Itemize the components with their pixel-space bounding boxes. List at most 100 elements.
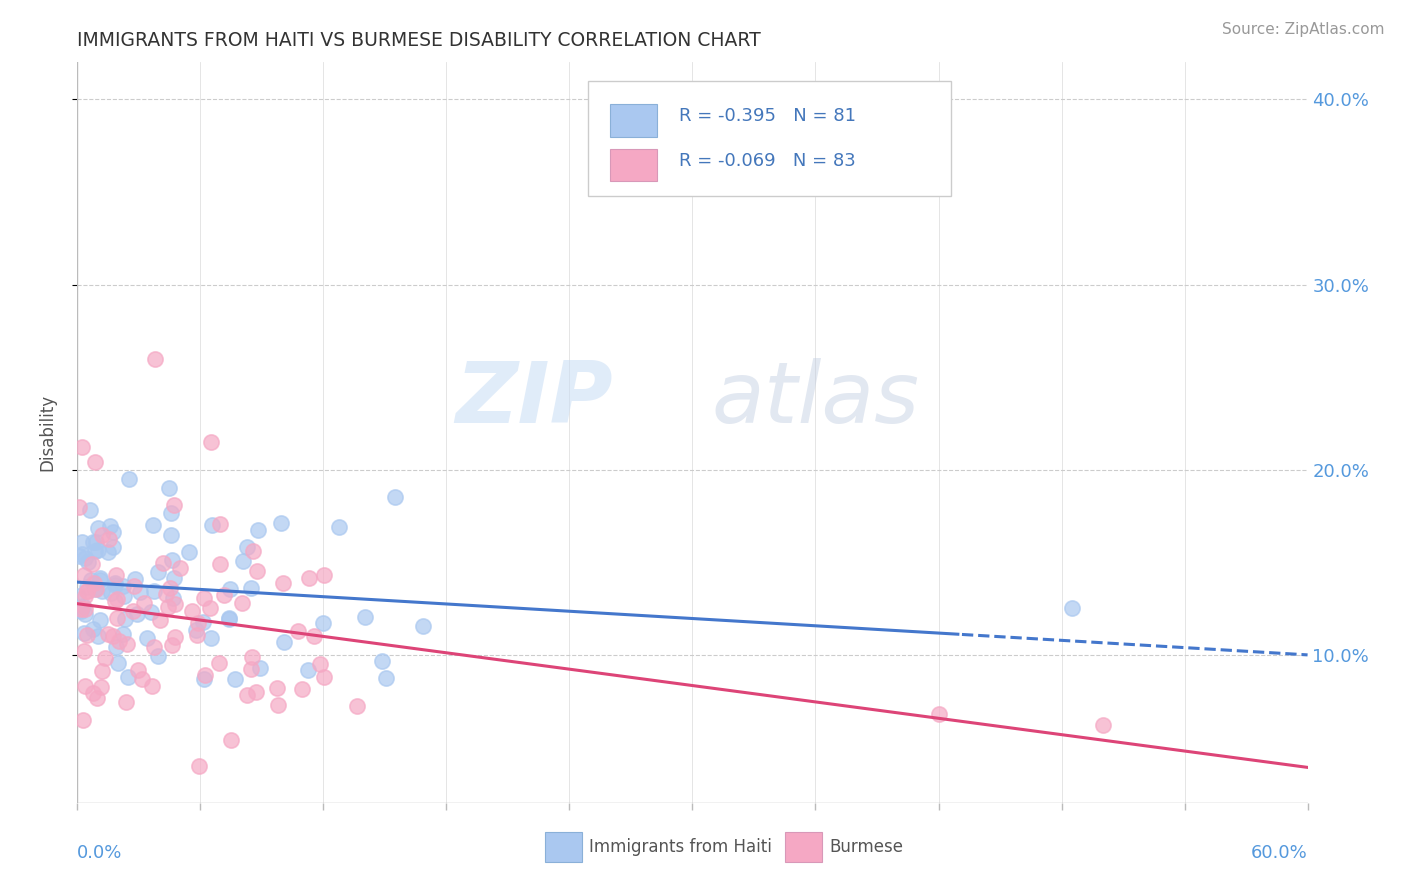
- Point: [160, 528, 183, 542]
- Point: [82, 685, 104, 699]
- Point: [193, 672, 215, 686]
- Point: [112, 589, 135, 603]
- Point: [141, 605, 163, 619]
- Point: [97, 545, 120, 559]
- Point: [101, 524, 124, 539]
- Point: [187, 616, 209, 631]
- Point: [267, 698, 290, 712]
- Point: [155, 587, 177, 601]
- Point: [149, 613, 172, 627]
- Point: [76, 580, 98, 594]
- Point: [104, 640, 127, 654]
- Point: [239, 581, 262, 595]
- Point: [76, 628, 98, 642]
- Point: [122, 604, 145, 618]
- Text: 0.0%: 0.0%: [77, 844, 122, 862]
- Point: [354, 609, 377, 624]
- Point: [165, 630, 187, 644]
- FancyBboxPatch shape: [610, 104, 657, 136]
- Point: [114, 612, 136, 626]
- Point: [218, 612, 240, 626]
- Point: [143, 351, 166, 366]
- Point: [245, 684, 267, 698]
- Point: [201, 518, 224, 533]
- Text: R = -0.395   N = 81: R = -0.395 N = 81: [679, 108, 856, 126]
- Point: [75, 607, 97, 622]
- Point: [97, 627, 120, 641]
- FancyBboxPatch shape: [610, 149, 657, 181]
- Point: [108, 634, 131, 648]
- Point: [83, 544, 105, 558]
- Point: [302, 629, 325, 643]
- Point: [79, 574, 101, 588]
- Point: [72, 713, 94, 727]
- Point: [346, 699, 368, 714]
- Point: [84, 582, 107, 596]
- Point: [218, 611, 240, 625]
- Point: [75, 589, 97, 603]
- Point: [235, 688, 257, 702]
- Point: [232, 554, 254, 568]
- Point: [89, 573, 111, 587]
- Point: [117, 472, 139, 486]
- Point: [101, 541, 124, 555]
- Point: [148, 649, 170, 664]
- Point: [70, 440, 93, 454]
- Text: atlas: atlas: [711, 358, 920, 441]
- Point: [111, 579, 134, 593]
- Text: R = -0.069   N = 83: R = -0.069 N = 83: [679, 152, 856, 169]
- Point: [219, 733, 242, 747]
- Point: [242, 544, 264, 558]
- Point: [72, 599, 94, 614]
- Point: [163, 498, 186, 512]
- Point: [76, 584, 98, 599]
- Point: [89, 571, 111, 585]
- Point: [73, 644, 96, 658]
- Point: [132, 596, 155, 610]
- Point: [249, 661, 271, 675]
- Point: [200, 631, 222, 645]
- Y-axis label: Disability: Disability: [38, 394, 56, 471]
- Point: [142, 517, 165, 532]
- Point: [160, 553, 183, 567]
- Point: [90, 584, 112, 599]
- Point: [177, 544, 200, 558]
- Point: [94, 651, 117, 665]
- Point: [374, 671, 396, 685]
- Point: [82, 535, 104, 549]
- Point: [142, 583, 165, 598]
- Point: [86, 691, 108, 706]
- Point: [384, 491, 406, 505]
- Point: [66, 589, 89, 603]
- Point: [141, 679, 163, 693]
- Text: IMMIGRANTS FROM HAITI VS BURMESE DISABILITY CORRELATION CHART: IMMIGRANTS FROM HAITI VS BURMESE DISABIL…: [77, 30, 761, 50]
- Point: [124, 572, 146, 586]
- Point: [83, 576, 105, 591]
- Point: [209, 557, 232, 571]
- Point: [163, 571, 186, 585]
- Point: [266, 681, 288, 696]
- Point: [87, 629, 110, 643]
- Point: [89, 613, 111, 627]
- Point: [73, 602, 96, 616]
- Point: [169, 561, 191, 575]
- Point: [111, 626, 134, 640]
- Point: [231, 596, 253, 610]
- Point: [98, 532, 121, 546]
- Point: [194, 667, 217, 681]
- Point: [146, 565, 169, 579]
- Point: [371, 654, 394, 668]
- Point: [239, 662, 262, 676]
- Point: [200, 434, 222, 449]
- Point: [273, 635, 295, 649]
- Point: [270, 516, 292, 530]
- Point: [235, 540, 257, 554]
- Point: [219, 582, 242, 596]
- FancyBboxPatch shape: [588, 81, 950, 195]
- Point: [87, 543, 110, 558]
- Point: [297, 663, 319, 677]
- Point: [309, 657, 332, 671]
- Point: [125, 607, 148, 622]
- Point: [328, 520, 350, 534]
- Point: [69, 602, 91, 616]
